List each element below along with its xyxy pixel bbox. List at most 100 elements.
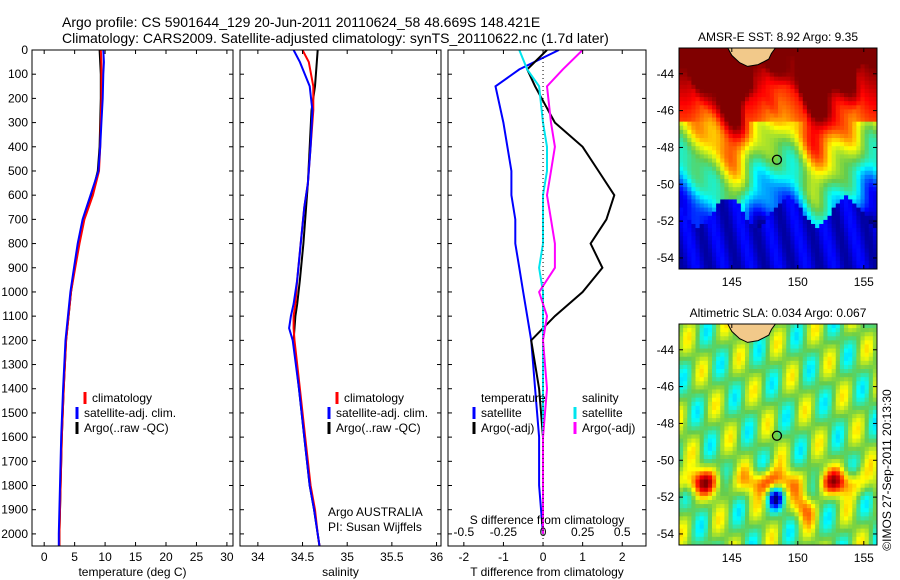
sst_map-cell	[683, 158, 688, 164]
sla_map-cell	[736, 426, 742, 431]
sla_map-cell	[798, 475, 804, 481]
sst_map-cell	[679, 248, 684, 254]
sla_map-cell	[864, 442, 870, 448]
sla_map-cell	[802, 499, 808, 505]
sla_map-cell	[856, 450, 862, 456]
sst_map-cell	[691, 203, 697, 209]
sla_map-cell	[699, 369, 705, 374]
sst_map-cell	[798, 174, 804, 180]
sla_map-cell	[757, 373, 763, 378]
sst_map-cell	[856, 191, 862, 196]
sla_map-cell	[679, 520, 684, 526]
sst_map-cell	[757, 88, 763, 94]
sst_map-cell	[806, 256, 812, 262]
sst_map-cell	[856, 260, 862, 266]
sst_map-cell	[716, 191, 721, 196]
sla_map-cell	[773, 422, 779, 427]
sst_map-cell	[815, 260, 820, 266]
sla_map-cell	[852, 471, 857, 477]
sla_map-cell	[732, 487, 738, 493]
sla_map-cell	[687, 405, 692, 411]
sst_map-cell	[798, 264, 804, 269]
sla_map-cell	[769, 475, 775, 481]
sla_map-cell	[716, 471, 721, 477]
sla_map-cell	[745, 426, 750, 431]
sst_map-cell	[703, 48, 709, 53]
sla_map-cell	[683, 381, 688, 386]
sst_map-cell	[811, 105, 816, 110]
sst_map-cell	[773, 121, 779, 127]
sst_map-cell	[712, 228, 717, 233]
sla_map-cell	[831, 495, 837, 501]
sst_map-cell	[864, 199, 870, 205]
sla_map-cell	[691, 467, 697, 472]
sst_map-cell	[819, 240, 824, 246]
sla_map-cell	[773, 328, 779, 333]
sst_map-cell	[835, 223, 841, 229]
sst_map-cell	[749, 146, 754, 151]
sst_map-cell	[852, 236, 857, 241]
sla_map-cell	[749, 344, 754, 350]
sla_map-cell	[868, 397, 874, 403]
sla_map-cell	[695, 471, 701, 477]
sst_map-cell	[848, 133, 853, 139]
sla_map-cell	[703, 446, 709, 452]
sst_map-cell	[753, 109, 758, 115]
sst_map-cell	[749, 211, 754, 217]
sla_map-cell	[732, 471, 738, 477]
sla_map-cell	[794, 422, 800, 427]
sst_map-cell	[823, 199, 829, 205]
sla_map-cell	[856, 512, 862, 517]
sla_map-cell	[728, 340, 734, 346]
sla_map-cell	[773, 516, 779, 522]
sla_map-cell	[683, 463, 688, 468]
sla_map-cell	[815, 373, 820, 378]
sst_map-cell	[827, 105, 833, 110]
sst_map-cell	[712, 244, 717, 250]
sst_map-cell	[868, 158, 874, 164]
sla_map-cell	[761, 389, 767, 395]
sla_map-cell	[699, 516, 705, 522]
sla_map-cell	[695, 422, 701, 427]
sst_map-cell	[798, 183, 804, 188]
sla_map-cell	[782, 467, 787, 472]
sst_map-cell	[790, 170, 796, 176]
sst_map-cell	[790, 68, 796, 74]
sla_map-cell	[687, 434, 692, 440]
sst_map-cell	[811, 142, 816, 147]
sst_map-cell	[827, 121, 833, 127]
sla_map-cell	[872, 352, 877, 358]
sst_map-cell	[872, 178, 877, 184]
sst_map-cell	[864, 52, 870, 57]
sla_map-cell	[765, 454, 771, 460]
sla_map-cell	[827, 475, 833, 481]
sst_map-cell	[765, 154, 771, 160]
sst_map-cell	[691, 80, 697, 86]
sst_map-cell	[872, 211, 877, 217]
sst_map-cell	[703, 121, 709, 127]
sst_map-cell	[769, 219, 775, 225]
sst_map-cell	[699, 232, 705, 237]
sla_map-cell	[856, 340, 862, 346]
sst_map-cell	[852, 121, 857, 127]
sla_map-cell	[864, 495, 870, 501]
sla_map-cell	[712, 479, 717, 485]
sst_map-cell	[749, 154, 754, 160]
sla_map-cell	[786, 495, 791, 501]
sla_map-cell	[757, 352, 763, 358]
sla_map-cell	[691, 418, 697, 423]
sla_map-cell	[798, 324, 804, 329]
sst_map-cell	[782, 97, 787, 102]
sla_map-cell	[691, 442, 697, 448]
sla_map-cell	[811, 471, 816, 477]
sst_map-cell	[835, 154, 841, 160]
sla_map-cell	[765, 467, 771, 472]
sla_map-cell	[695, 360, 701, 366]
sla_map-cell	[769, 414, 775, 419]
sla_map-cell	[802, 340, 808, 346]
sst_map-cell	[679, 162, 684, 168]
sst_map-cell	[872, 264, 877, 269]
sla_map-cell	[864, 352, 870, 358]
sla_map-cell	[736, 348, 742, 354]
sst_map-cell	[823, 52, 829, 57]
